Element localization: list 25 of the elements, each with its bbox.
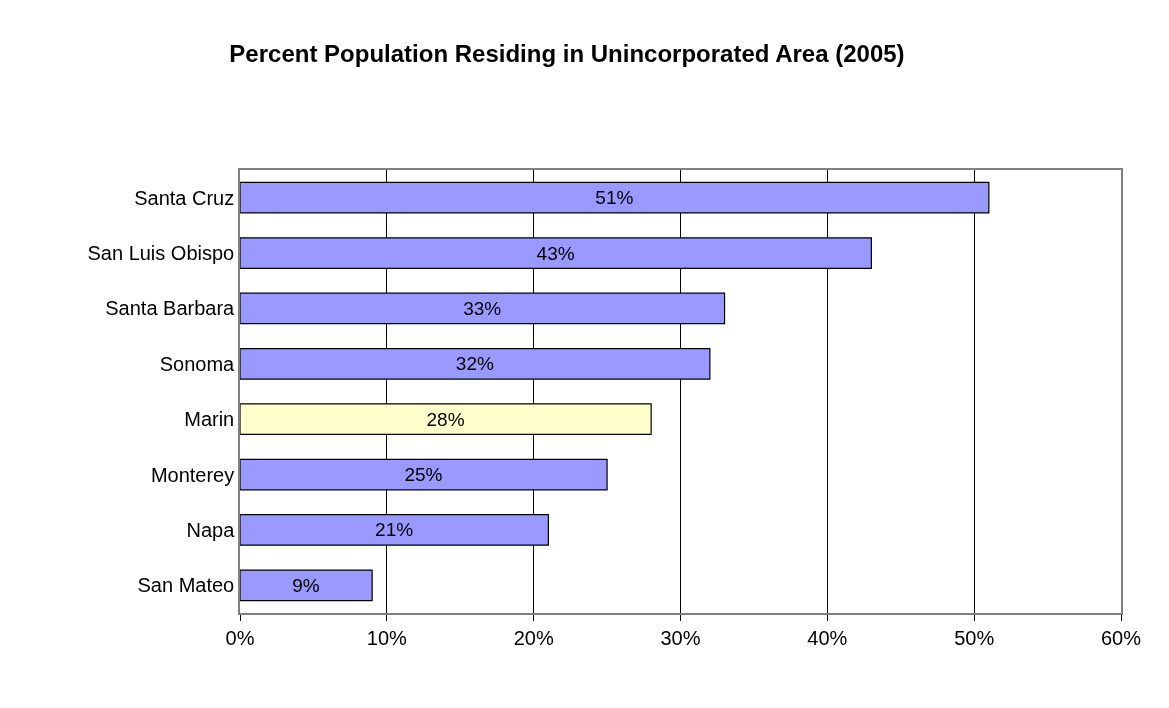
y-tick-label: Santa Cruz [134, 186, 235, 209]
y-tick-label: Monterey [150, 463, 235, 486]
data-label: 21% [375, 519, 414, 541]
data-label: 25% [404, 464, 443, 486]
y-tick-label: Napa [186, 518, 236, 541]
x-tick-label: 0% [225, 626, 255, 649]
x-tick-label: 30% [660, 626, 701, 649]
y-tick-label: San Mateo [137, 574, 235, 597]
x-tick-label: 20% [513, 626, 554, 649]
data-label: 51% [595, 187, 634, 209]
chart-title: Percent Population Residing in Unincorporated Area (2005) [229, 39, 905, 67]
x-tick-label: 10% [366, 626, 408, 649]
y-tick-label: Marin [184, 408, 235, 431]
y-tick-label: San Luis Obispo [87, 242, 235, 265]
y-tick-label: Sonoma [159, 352, 236, 375]
data-label: 33% [463, 297, 502, 319]
data-label: 28% [426, 408, 465, 430]
y-tick-label: Santa Barbara [105, 297, 236, 320]
data-label: 43% [536, 242, 575, 264]
data-label: 9% [292, 574, 320, 596]
x-tick-label: 50% [954, 626, 995, 649]
data-label: 32% [455, 353, 494, 375]
x-tick-label: 60% [1100, 626, 1142, 649]
x-tick-label: 40% [807, 626, 848, 649]
bar [240, 569, 373, 602]
